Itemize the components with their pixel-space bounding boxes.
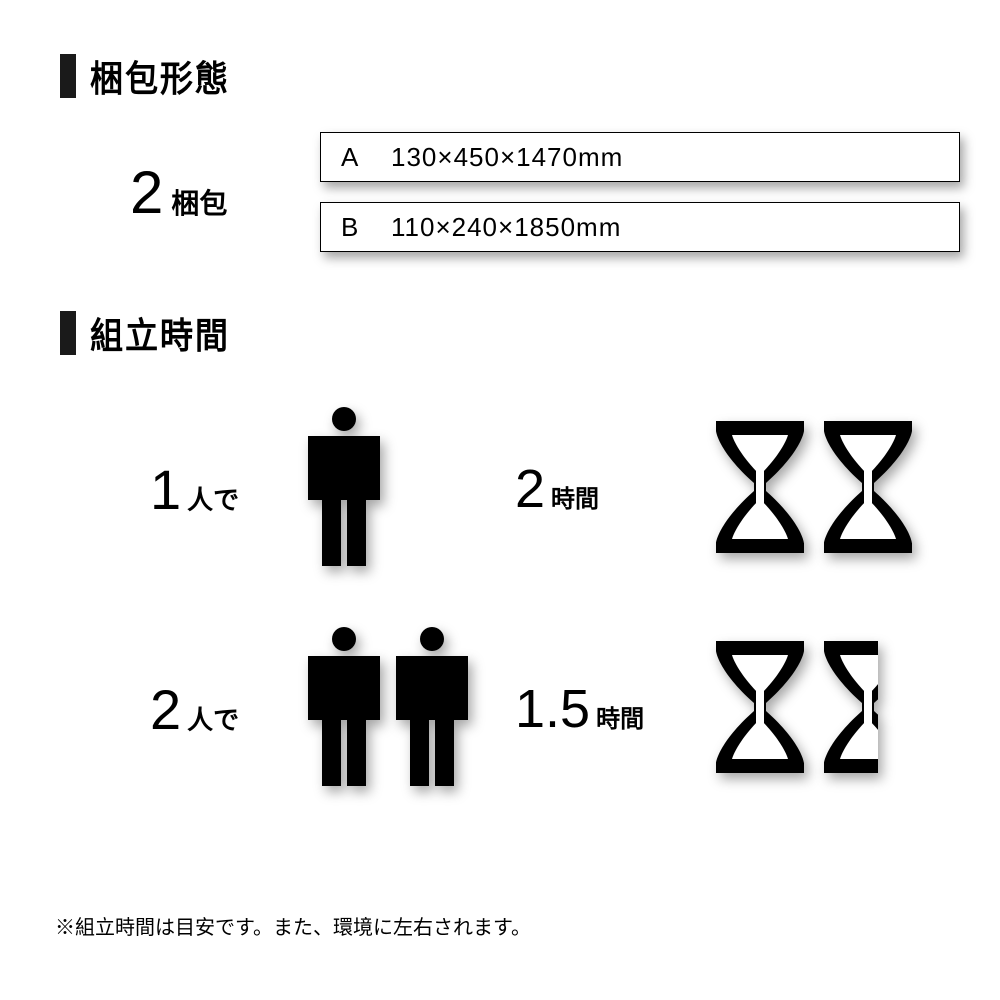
box-label: B <box>341 212 391 243</box>
pack-count-number: 2 <box>130 158 163 227</box>
people-icons <box>305 406 515 573</box>
people-icons <box>305 626 515 793</box>
heading-bar <box>60 311 76 355</box>
time-unit: 時間 <box>596 699 644 734</box>
hourglass-icon <box>818 417 918 562</box>
time-unit: 時間 <box>551 479 599 514</box>
people-unit: 人で <box>187 700 239 737</box>
assembly-row: 2 人で 1.5 時間 <box>150 619 960 799</box>
box-label: A <box>341 142 391 173</box>
dimension-box: B110×240×1850mm <box>320 202 960 252</box>
pack-count: 2 梱包 <box>130 158 320 227</box>
heading-bar <box>60 54 76 98</box>
box-dims: 110×240×1850mm <box>391 212 621 243</box>
packaging-heading: 梱包形態 <box>60 50 960 102</box>
people-spec: 1 人で <box>150 457 305 522</box>
pack-count-unit: 梱包 <box>171 182 227 222</box>
people-number: 1 <box>150 457 181 522</box>
people-number: 2 <box>150 677 181 742</box>
packaging-title: 梱包形態 <box>90 50 230 102</box>
hourglass-icon <box>710 417 810 562</box>
time-number: 1.5 <box>515 678 590 740</box>
box-dims: 130×450×1470mm <box>391 142 623 173</box>
time-number: 2 <box>515 458 545 520</box>
packaging-row: 2 梱包 A130×450×1470mm B110×240×1850mm <box>130 132 960 252</box>
people-unit: 人で <box>187 480 239 517</box>
hourglass-icon <box>710 637 810 782</box>
hourglass-icons <box>710 417 918 562</box>
dimension-boxes: A130×450×1470mm B110×240×1850mm <box>320 132 960 252</box>
dimension-box: A130×450×1470mm <box>320 132 960 182</box>
hourglass-icons <box>710 637 878 782</box>
people-spec: 2 人で <box>150 677 305 742</box>
person-icon <box>305 626 383 793</box>
time-spec: 1.5 時間 <box>515 678 710 740</box>
assembly-title: 組立時間 <box>90 307 230 359</box>
time-spec: 2 時間 <box>515 458 710 520</box>
assembly-heading: 組立時間 <box>60 307 960 359</box>
hourglass-icon-partial <box>818 637 878 782</box>
assembly-row: 1 人で 2 時間 <box>150 399 960 579</box>
assembly-footnote: ※組立時間は目安です。また、環境に左右されます。 <box>55 911 531 940</box>
person-icon <box>305 406 383 573</box>
person-icon <box>393 626 471 793</box>
